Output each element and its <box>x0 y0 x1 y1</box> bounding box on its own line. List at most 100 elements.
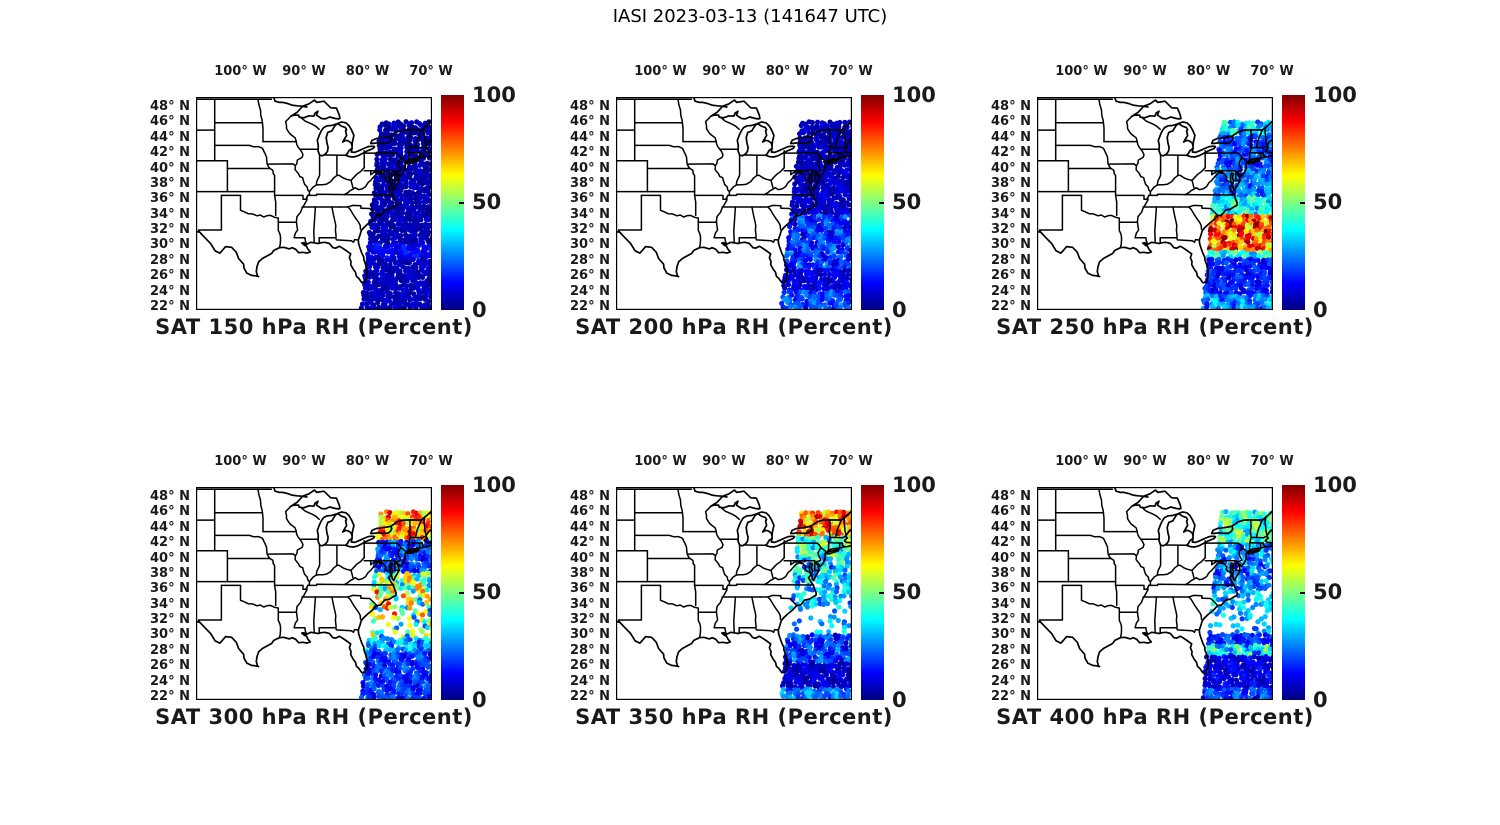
lat-tick-label: 44° N <box>991 519 1031 535</box>
colorbar-label-50: 50 <box>1313 190 1343 214</box>
lat-tick-label: 40° N <box>991 550 1031 566</box>
state-boundary <box>213 534 264 541</box>
state-boundary <box>617 194 643 233</box>
lat-tick-label: 22° N <box>570 298 610 314</box>
colorbar-label-100: 100 <box>472 473 516 497</box>
lake-outline <box>344 535 376 548</box>
map-svg <box>616 487 852 700</box>
lon-tick-label: 80° W <box>765 454 810 469</box>
state-boundary <box>820 156 827 162</box>
state-boundary <box>1108 553 1137 557</box>
colorbar-label-100: 100 <box>892 473 936 497</box>
state-boundary <box>1248 519 1252 552</box>
colorbar-label-0: 0 <box>472 688 487 712</box>
lake-outline <box>369 525 392 535</box>
lat-tick-label: 28° N <box>150 252 190 268</box>
state-boundary <box>347 596 362 621</box>
lake-outline <box>1213 519 1252 535</box>
state-boundary <box>220 194 280 219</box>
lat-tick-label: 38° N <box>150 565 190 581</box>
colorbar-mid-tick-icon <box>459 591 464 594</box>
lake-outline <box>1111 97 1149 108</box>
lake-outline <box>792 519 831 535</box>
lat-tick-label: 46° N <box>570 504 610 520</box>
lat-tick-label: 30° N <box>570 627 610 643</box>
lake-outline <box>316 122 339 157</box>
lake-outline <box>736 512 759 547</box>
lon-tick-label: 70° W <box>829 64 873 79</box>
state-boundary <box>308 166 365 193</box>
lat-tick-label: 48° N <box>150 98 190 114</box>
state-boundary <box>720 507 740 521</box>
lon-tick-label: 80° W <box>1186 64 1231 79</box>
lake-outline <box>690 487 728 498</box>
lat-tick-label: 42° N <box>991 535 1031 551</box>
colorbar-mid-tick-icon <box>879 201 884 204</box>
state-boundary <box>735 544 741 576</box>
state-boundary <box>273 584 277 607</box>
panel-sat-150hpa: 100 50 0 SAT 150 hPa RH (Percent) 100° W… <box>136 52 546 370</box>
state-boundary <box>313 596 317 634</box>
lat-tick-label: 36° N <box>150 191 190 207</box>
lake-outline <box>369 135 392 145</box>
state-boundary <box>735 154 741 186</box>
state-boundary <box>273 584 308 591</box>
state-boundary <box>1148 583 1236 587</box>
state-boundary <box>284 115 301 151</box>
lat-tick-label: 32° N <box>570 612 610 628</box>
state-boundary <box>720 117 740 131</box>
lon-tick-label: 100° W <box>214 454 267 469</box>
state-boundary <box>682 538 696 587</box>
lat-tick-label: 30° N <box>570 237 610 253</box>
state-boundary <box>1149 166 1206 193</box>
state-boundary <box>394 169 400 182</box>
state-boundary <box>1250 145 1267 149</box>
lake-outline <box>344 145 376 158</box>
state-boundary <box>783 152 822 174</box>
state-boundary <box>1191 179 1195 189</box>
state-boundary <box>829 535 846 539</box>
state-boundary <box>767 206 782 231</box>
coastline-path <box>1246 547 1261 555</box>
state-boundary <box>293 190 311 244</box>
lat-tick-label: 24° N <box>991 283 1031 299</box>
state-boundary <box>343 171 383 196</box>
lat-tick-label: 26° N <box>570 658 610 674</box>
colorbar-label-0: 0 <box>1313 688 1328 712</box>
colorbar-label-50: 50 <box>472 580 502 604</box>
state-boundary <box>315 544 321 576</box>
state-boundary <box>693 584 697 607</box>
state-boundary <box>1118 217 1123 249</box>
state-boundary <box>1154 206 1158 244</box>
state-boundary <box>284 505 301 541</box>
lake-outline <box>289 489 341 510</box>
state-boundary <box>197 584 223 623</box>
state-boundary <box>1188 206 1203 231</box>
lake-outline <box>756 121 775 147</box>
state-boundary <box>308 556 365 583</box>
lat-tick-label: 32° N <box>150 612 190 628</box>
lon-tick-label: 90° W <box>282 454 326 469</box>
state-boundary <box>713 580 731 634</box>
state-boundary <box>677 488 684 514</box>
lat-tick-label: 48° N <box>570 98 610 114</box>
lat-tick-label: 34° N <box>991 206 1031 222</box>
basemap-lines <box>196 97 432 284</box>
state-boundary <box>640 584 700 609</box>
state-boundary <box>770 179 774 189</box>
state-boundary <box>400 546 407 552</box>
state-boundary <box>1134 190 1152 244</box>
lake-outline <box>1210 135 1233 145</box>
lat-tick-label: 38° N <box>991 175 1031 191</box>
state-boundary <box>1235 559 1241 572</box>
state-boundary <box>262 538 276 587</box>
state-boundary <box>1103 148 1117 197</box>
lat-tick-label: 42° N <box>150 535 190 551</box>
colorbar-label-100: 100 <box>472 83 516 107</box>
map-svg <box>196 487 432 700</box>
state-boundary <box>423 126 427 146</box>
coastline-path <box>616 138 852 284</box>
colorbar <box>861 95 884 310</box>
state-boundary <box>697 607 702 639</box>
lon-tick-label: 100° W <box>1055 454 1108 469</box>
